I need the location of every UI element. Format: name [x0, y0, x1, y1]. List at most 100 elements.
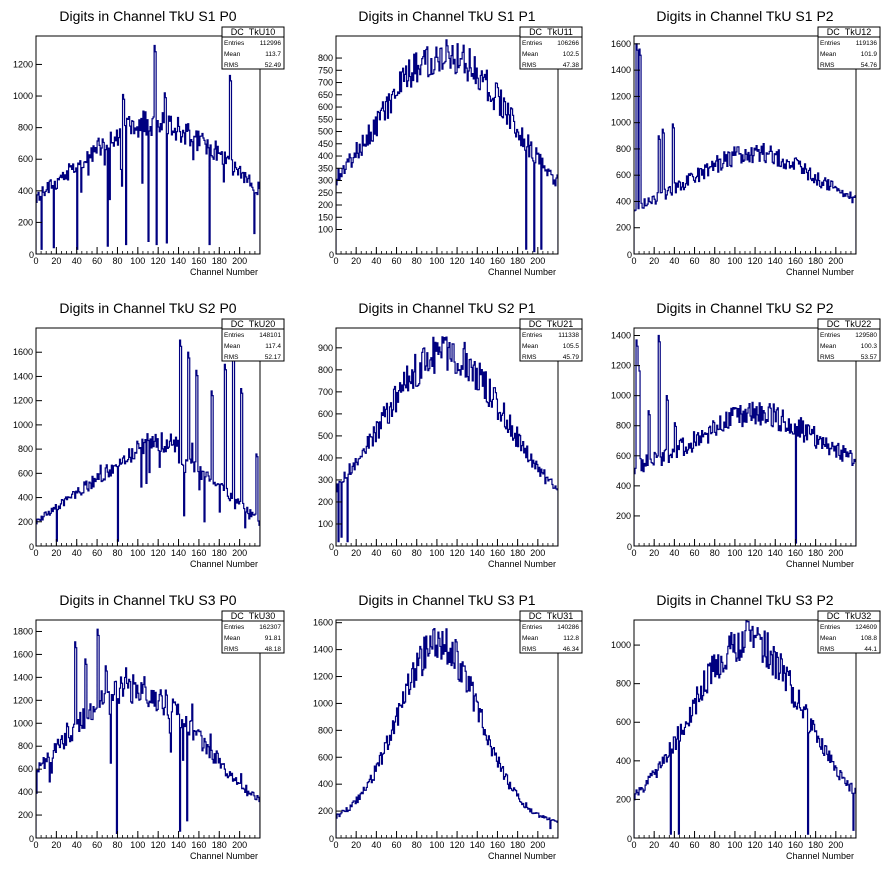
stats-box [519, 26, 583, 70]
y-tick-label: 300 [318, 176, 333, 186]
stats-value-entries: 111338 [558, 332, 579, 339]
y-tick-label: 400 [318, 151, 333, 161]
chart-title: Digits in Channel TkU S1 P1 [358, 8, 535, 24]
y-tick-label: 1800 [13, 626, 33, 636]
x-tick-label: 140 [470, 548, 485, 558]
x-tick-label: 140 [470, 256, 485, 266]
stats-value-mean: 100.3 [861, 343, 878, 350]
x-tick-label: 120 [450, 548, 465, 558]
stats-name: DC_TkU12 [827, 27, 872, 37]
histogram-series [36, 628, 260, 838]
x-tick-label: 80 [112, 840, 122, 850]
y-tick-label: 400 [18, 493, 33, 503]
histogram-series [36, 339, 260, 546]
y-tick-label: 600 [18, 764, 33, 774]
x-tick-label: 60 [392, 840, 402, 850]
x-axis-label: Channel Number [488, 851, 556, 861]
y-tick-label: 200 [18, 517, 33, 527]
stats-value-rms: 44.1 [864, 646, 877, 653]
chart-panel-2: Digits in Channel TkU S1 P2 0 20 40 60 80 100 1… [611, 8, 881, 277]
stats-label-mean: Mean [224, 343, 241, 350]
stats-name: DC_TkU20 [231, 319, 276, 329]
x-tick-label: 200 [232, 256, 247, 266]
stats-label-entries: Entries [224, 332, 245, 339]
stats-label-mean: Mean [522, 635, 539, 642]
y-tick-label: 1400 [611, 331, 631, 341]
stats-label-mean: Mean [820, 51, 837, 58]
x-tick-label: 0 [333, 548, 338, 558]
histogram-series [634, 620, 856, 838]
histogram-series [336, 628, 558, 838]
chart-title: Digits in Channel TkU S2 P0 [59, 300, 236, 316]
stats-name: DC_TkU10 [231, 27, 276, 37]
x-tick-label: 180 [212, 548, 227, 558]
stats-value-rms: 54.76 [861, 62, 878, 69]
y-tick-label: 1600 [13, 649, 33, 659]
chart-panel-6: Digits in Channel TkU S3 P0 0 20 40 60 80 100 1… [13, 592, 285, 861]
stats-label-entries: Entries [224, 624, 245, 631]
x-tick-label: 0 [33, 840, 38, 850]
y-tick-label: 1000 [611, 391, 631, 401]
x-tick-label: 140 [768, 548, 783, 558]
x-tick-label: 140 [171, 256, 186, 266]
x-axis-label: Channel Number [190, 851, 258, 861]
y-tick-label: 800 [18, 444, 33, 454]
x-tick-label: 200 [530, 840, 545, 850]
x-tick-label: 20 [51, 256, 61, 266]
chart-panel-8: Digits in Channel TkU S3 P2 0 20 40 60 80 100 1… [611, 592, 881, 861]
x-tick-label: 20 [649, 548, 659, 558]
y-tick-label: 400 [18, 186, 33, 196]
x-tick-label: 140 [171, 840, 186, 850]
y-tick-label: 550 [318, 114, 333, 124]
x-axis-label: Channel Number [190, 267, 258, 277]
x-tick-label: 80 [412, 840, 422, 850]
stats-box [817, 26, 881, 70]
y-tick-label: 1600 [313, 618, 333, 628]
stats-label-mean: Mean [820, 343, 837, 350]
stats-label-mean: Mean [224, 635, 241, 642]
origin-label: 0 [627, 542, 632, 552]
stats-label-entries: Entries [820, 624, 841, 631]
x-tick-label: 100 [727, 256, 742, 266]
x-tick-label: 80 [112, 256, 122, 266]
origin-label: 0 [627, 834, 632, 844]
y-tick-label: 1000 [611, 118, 631, 128]
stats-value-entries: 119136 [856, 40, 878, 47]
y-tick-label: 400 [616, 196, 631, 206]
stats-value-rms: 47.38 [563, 62, 580, 69]
stats-value-mean: 105.5 [563, 343, 580, 350]
y-tick-label: 600 [616, 717, 631, 727]
x-axis-label: Channel Number [488, 267, 556, 277]
y-tick-label: 1200 [313, 672, 333, 682]
stats-name: DC_TkU22 [827, 319, 872, 329]
y-tick-label: 200 [616, 511, 631, 521]
stats-label-mean: Mean [224, 51, 241, 58]
x-tick-label: 100 [727, 548, 742, 558]
x-tick-label: 60 [92, 840, 102, 850]
x-tick-label: 20 [649, 256, 659, 266]
y-tick-label: 200 [18, 810, 33, 820]
stats-label-rms: RMS [820, 354, 835, 361]
stats-label-mean: Mean [820, 635, 837, 642]
stats-label-rms: RMS [820, 62, 835, 69]
stats-value-rms: 46.34 [563, 646, 580, 653]
y-tick-label: 600 [318, 102, 333, 112]
y-tick-label: 1200 [13, 695, 33, 705]
stats-value-mean: 113.7 [265, 51, 281, 58]
x-tick-label: 60 [690, 548, 700, 558]
stats-label-rms: RMS [522, 646, 537, 653]
y-tick-label: 1400 [13, 371, 33, 381]
x-tick-label: 100 [429, 840, 444, 850]
x-axis-label: Channel Number [786, 267, 854, 277]
stats-value-entries: 112996 [260, 40, 282, 47]
histogram-series [336, 336, 558, 546]
x-tick-label: 100 [130, 548, 145, 558]
y-tick-label: 1400 [611, 65, 631, 75]
histogram-series [634, 334, 856, 546]
stats-box [817, 610, 881, 654]
x-tick-label: 180 [212, 840, 227, 850]
y-tick-label: 400 [616, 481, 631, 491]
stats-value-entries: 106266 [557, 40, 579, 47]
x-tick-label: 140 [171, 548, 186, 558]
x-tick-label: 40 [371, 256, 381, 266]
